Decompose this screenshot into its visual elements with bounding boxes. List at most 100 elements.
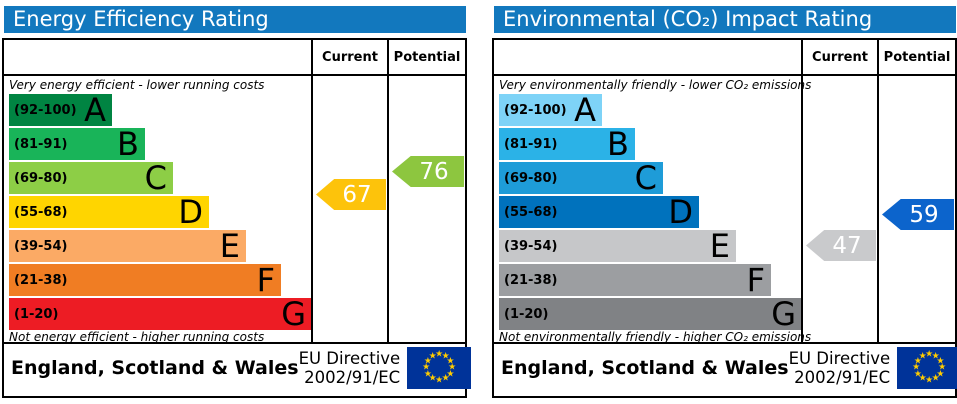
eu-star-icon: ★ xyxy=(925,349,934,360)
band-row-d: (55-68) D xyxy=(499,196,801,228)
current-rating-value: 47 xyxy=(832,232,862,259)
band-bar-f: (21-38) F xyxy=(9,264,281,296)
current-column-header: Current xyxy=(311,40,387,74)
header-spacer xyxy=(4,40,311,74)
potential-column: 59 xyxy=(877,76,955,342)
band-range-label: (55-68) xyxy=(14,204,68,220)
band-range-label: (55-68) xyxy=(504,204,558,220)
band-letter: E xyxy=(709,227,730,265)
band-letter: A xyxy=(574,91,596,129)
eu-star-icon: ★ xyxy=(936,356,945,366)
band-letter: F xyxy=(256,261,275,299)
band-letter: F xyxy=(746,261,765,299)
band-range-label: (92-100) xyxy=(504,102,567,118)
band-bar-c: (69-80) C xyxy=(9,162,173,194)
current-column: 47 xyxy=(801,76,877,342)
rating-table: Current Potential Very environmentally f… xyxy=(492,38,957,398)
band-range-label: (69-80) xyxy=(504,170,558,186)
table-header-row: Current Potential xyxy=(4,40,465,76)
band-row-f: (21-38) F xyxy=(9,264,311,296)
band-range-label: (39-54) xyxy=(504,238,558,254)
band-row-g: (1-20) G xyxy=(499,298,802,330)
band-bar-d: (55-68) D xyxy=(9,196,209,228)
top-note: Very energy efficient - lower running co… xyxy=(9,78,265,92)
eu-star-icon: ★ xyxy=(931,373,940,384)
eu-directive-label: EU Directive 2002/91/EC xyxy=(299,349,401,388)
environmental-impact-panel: Environmental (CO₂) Impact Rating Curren… xyxy=(491,6,957,404)
potential-column-header: Potential xyxy=(387,40,465,74)
band-range-label: (39-54) xyxy=(14,238,68,254)
eu-directive-line1: EU Directive xyxy=(788,348,891,368)
region-label: England, Scotland & Wales xyxy=(11,357,299,379)
table-body-row: Very energy efficient - lower running co… xyxy=(4,76,465,344)
eu-directive-label: EU Directive 2002/91/EC xyxy=(789,349,891,388)
eu-star-icon: ★ xyxy=(441,373,450,384)
eu-star-icon: ★ xyxy=(441,351,450,362)
current-column-header: Current xyxy=(801,40,877,74)
band-bar-a: (92-100) A xyxy=(499,94,602,126)
band-letter: B xyxy=(607,125,629,163)
rating-table: Current Potential Very energy efficient … xyxy=(2,38,472,398)
eu-star-icon: ★ xyxy=(918,351,927,362)
band-row-b: (81-91) B xyxy=(9,128,311,160)
eu-directive-line2: 2002/91/EC xyxy=(794,368,891,387)
eu-star-icon: ★ xyxy=(938,362,947,373)
bottom-note: Not environmentally friendly - higher CO… xyxy=(499,330,812,344)
eu-star-icon: ★ xyxy=(423,356,432,366)
band-bar-f: (21-38) F xyxy=(499,264,771,296)
table-body-row: Very environmentally friendly - lower CO… xyxy=(494,76,955,344)
band-row-c: (69-80) C xyxy=(499,162,801,194)
current-column: 67 xyxy=(311,76,387,342)
current-rating-arrow: 47 xyxy=(806,230,876,261)
header-spacer xyxy=(494,40,801,74)
band-range-label: (1-20) xyxy=(14,306,59,322)
eu-star-icon: ★ xyxy=(423,369,432,379)
band-row-g: (1-20) G xyxy=(9,298,312,330)
table-footer-row: England, Scotland & Wales EU Directive 2… xyxy=(4,344,472,392)
band-letter: G xyxy=(771,295,796,333)
band-letter: D xyxy=(178,193,203,231)
panel-title-bar: Environmental (CO₂) Impact Rating xyxy=(494,6,956,33)
potential-column: 76 xyxy=(387,76,465,342)
eu-star-icon: ★ xyxy=(422,362,431,373)
eu-flag-icon: ★ ★ ★ ★ ★ ★ ★ ★ ★ ★ ★ ★ xyxy=(897,347,957,389)
eu-star-icon: ★ xyxy=(913,356,922,366)
bands: (92-100) A (81-91) B (69-80) C (55-68) D (39-54)… xyxy=(9,94,312,330)
band-row-b: (81-91) B xyxy=(499,128,801,160)
band-letter: B xyxy=(117,125,139,163)
band-bar-g: (1-20) G xyxy=(499,298,802,330)
eu-star-icon: ★ xyxy=(931,351,940,362)
band-letter: A xyxy=(84,91,106,129)
potential-rating-value: 59 xyxy=(909,201,939,228)
band-range-label: (1-20) xyxy=(504,306,549,322)
table-header-row: Current Potential xyxy=(494,40,955,76)
bands-area: Very energy efficient - lower running co… xyxy=(4,76,312,344)
eu-star-icon: ★ xyxy=(936,369,945,379)
eu-directive-line2: 2002/91/EC xyxy=(304,368,401,387)
bands: (92-100) A (81-91) B (69-80) C (55-68) D (39-54)… xyxy=(499,94,802,330)
table-footer-row: England, Scotland & Wales EU Directive 2… xyxy=(494,344,957,392)
eu-star-icon: ★ xyxy=(446,369,455,379)
band-bar-c: (69-80) C xyxy=(499,162,663,194)
band-row-a: (92-100) A xyxy=(499,94,801,126)
energy-efficiency-panel: Energy Efficiency Rating Current Potenti… xyxy=(1,6,472,404)
band-row-e: (39-54) E xyxy=(9,230,311,262)
current-rating-value: 67 xyxy=(342,181,372,208)
band-range-label: (81-91) xyxy=(14,136,68,152)
potential-rating-arrow: 59 xyxy=(882,199,954,230)
band-bar-e: (39-54) E xyxy=(499,230,736,262)
panel-title-bar: Energy Efficiency Rating xyxy=(4,6,466,33)
eu-star-icon: ★ xyxy=(448,362,457,373)
band-letter: D xyxy=(668,193,693,231)
band-letter: E xyxy=(219,227,240,265)
eu-star-icon: ★ xyxy=(446,356,455,366)
band-letter: C xyxy=(634,159,657,197)
band-bar-e: (39-54) E xyxy=(9,230,246,262)
band-bar-a: (92-100) A xyxy=(9,94,112,126)
eu-star-icon: ★ xyxy=(918,373,927,384)
band-bar-b: (81-91) B xyxy=(9,128,145,160)
band-range-label: (81-91) xyxy=(504,136,558,152)
band-range-label: (92-100) xyxy=(14,102,77,118)
bands-area: Very environmentally friendly - lower CO… xyxy=(494,76,812,344)
